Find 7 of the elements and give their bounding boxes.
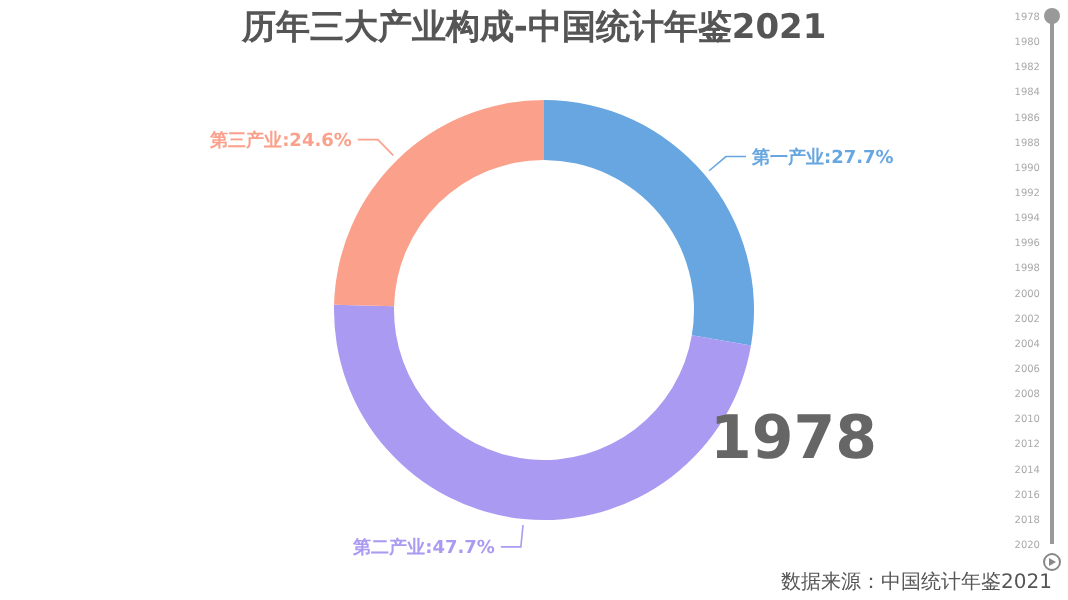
slice-label: 第一产业:27.7% (749, 146, 894, 169)
text: 1978 (710, 404, 877, 474)
chart-title: 历年三大产业构成-中国统计年鉴2021 (241, 8, 827, 48)
donut-slice (544, 100, 754, 346)
slice-label: 第二产业:47.7% (351, 536, 495, 559)
slice-label: 第三产业:24.6% (208, 129, 352, 152)
source-note: 数据来源：中国统计年鉴2021 (781, 569, 1052, 596)
